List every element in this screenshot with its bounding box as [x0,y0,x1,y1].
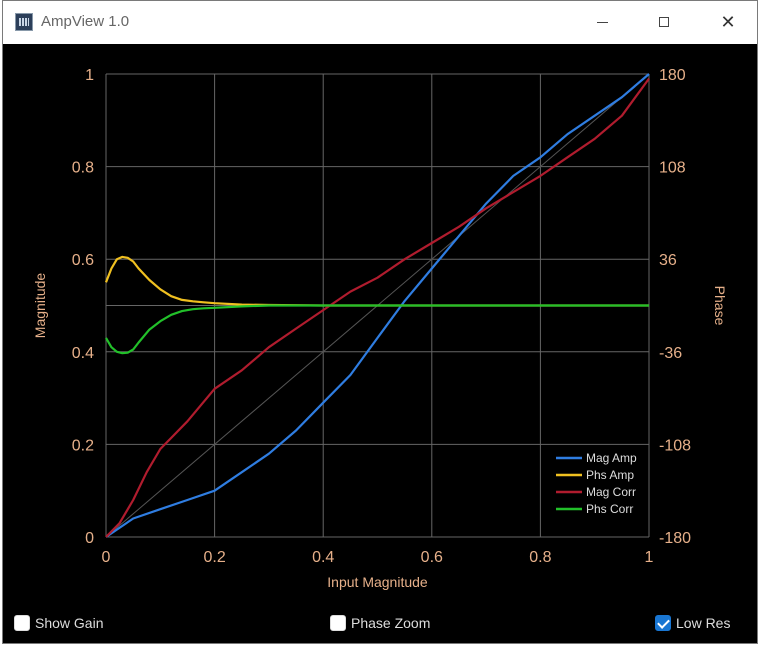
phase-zoom-checkbox[interactable]: Phase Zoom [330,615,430,631]
series-group [104,73,650,538]
y-tick-label: 0.6 [72,252,94,269]
minimize-button[interactable] [579,1,625,44]
y2-tick-label: 180 [659,67,686,84]
legend-label: Phs Amp [586,468,634,482]
y-tick-label: 0.2 [72,437,94,454]
window-title: AmpView 1.0 [41,13,130,30]
y2-tick-labels: -180 -108 -36 36 108 180 [659,67,691,547]
show-gain-box[interactable] [14,615,30,631]
low-res-checkbox[interactable]: Low Res [655,615,730,631]
y-tick-labels: 0 0.2 0.4 0.6 0.8 1 [72,67,94,547]
y-tick-label: 0 [85,530,94,547]
y-tick-label: 0.8 [72,160,94,177]
x-tick-label: 1 [645,549,654,566]
legend-label: Mag Corr [586,485,636,499]
y2-tick-label: -108 [659,437,691,454]
x-tick-labels: 0 0.2 0.4 0.6 0.8 1 [102,549,654,566]
close-icon: ✕ [720,12,736,33]
amplitude-chart: 0 0.2 0.4 0.6 0.8 1 0 0.2 0.4 0.6 0.8 1 -180 -108 -3… [32,67,728,590]
phs-amp-line [104,255,649,307]
y2-tick-label: 36 [659,252,677,269]
title-bar[interactable]: AmpView 1.0 ✕ [3,1,757,44]
low-res-box[interactable] [655,615,671,631]
y-tick-label: 1 [85,67,94,84]
x-tick-label: 0.6 [421,549,443,566]
x-axis-label: Input Magnitude [327,574,428,590]
show-gain-label: Show Gain [35,615,104,631]
y2-axis-label: Phase [712,286,728,326]
legend-label: Mag Amp [586,451,637,465]
maximize-button[interactable] [641,1,687,44]
phase-zoom-box[interactable] [330,615,346,631]
low-res-label: Low Res [676,615,731,631]
x-tick-label: 0.8 [529,549,551,566]
phase-zoom-label: Phase Zoom [351,615,431,631]
maximize-icon [659,17,669,27]
x-tick-label: 0.4 [312,549,334,566]
legend-label: Phs Corr [586,502,633,516]
mag-amp-line [105,73,650,538]
y-tick-label: 0.4 [72,345,94,362]
y2-tick-label: 108 [659,160,686,177]
mag-corr-line [105,77,650,538]
phs-corr-line [105,304,649,355]
x-tick-label: 0 [102,549,111,566]
x-tick-label: 0.2 [203,549,225,566]
app-icon [15,13,33,31]
chart-legend: Mag Amp Phs Amp Mag Corr Phs Corr [556,451,637,516]
y2-tick-label: -36 [659,345,682,362]
y-axis-label: Magnitude [32,273,48,339]
show-gain-checkbox[interactable]: Show Gain [14,615,103,631]
y2-tick-label: -180 [659,530,691,547]
minimize-icon [596,21,608,23]
close-button[interactable]: ✕ [705,1,751,44]
